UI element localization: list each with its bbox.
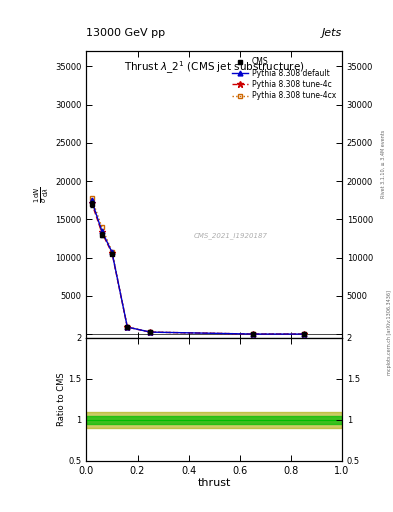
Pythia 8.308 tune-4c: [99, 229, 104, 236]
Pythia 8.308 tune-4cx: [301, 331, 306, 337]
Pythia 8.308 default: [125, 324, 130, 330]
Pythia 8.308 default: [301, 331, 306, 337]
Pythia 8.308 tune-4c: [110, 250, 114, 256]
Pythia 8.308 tune-4cx: [125, 324, 130, 330]
Pythia 8.308 default: [250, 331, 255, 337]
Bar: [86, 416, 342, 424]
Pythia 8.308 tune-4cx: [99, 224, 104, 230]
Pythia 8.308 tune-4c: [125, 324, 130, 330]
Pythia 8.308 tune-4cx: [89, 195, 94, 201]
Legend: CMS, Pythia 8.308 default, Pythia 8.308 tune-4c, Pythia 8.308 tune-4cx: CMS, Pythia 8.308 default, Pythia 8.308 …: [230, 55, 338, 102]
Pythia 8.308 default: [99, 228, 104, 234]
Text: Rivet 3.1.10, ≥ 3.4M events: Rivet 3.1.10, ≥ 3.4M events: [381, 130, 386, 198]
Pythia 8.308 tune-4c: [301, 331, 306, 337]
Pythia 8.308 tune-4cx: [250, 331, 255, 337]
Bar: [86, 412, 342, 428]
X-axis label: thrust: thrust: [198, 478, 231, 488]
Pythia 8.308 default: [148, 329, 152, 335]
Y-axis label: Ratio to CMS: Ratio to CMS: [57, 373, 66, 426]
Pythia 8.308 tune-4c: [148, 329, 152, 335]
Text: CMS_2021_I1920187: CMS_2021_I1920187: [194, 232, 268, 239]
Pythia 8.308 tune-4c: [250, 331, 255, 337]
Text: 13000 GeV pp: 13000 GeV pp: [86, 28, 165, 38]
Text: Thrust $\lambda\_2^1$ (CMS jet substructure): Thrust $\lambda\_2^1$ (CMS jet substruct…: [124, 60, 305, 76]
Line: Pythia 8.308 tune-4c: Pythia 8.308 tune-4c: [88, 200, 307, 337]
Pythia 8.308 tune-4cx: [110, 248, 114, 254]
Pythia 8.308 default: [89, 197, 94, 203]
Line: Pythia 8.308 default: Pythia 8.308 default: [89, 198, 306, 336]
Text: Jets: Jets: [321, 28, 342, 38]
Line: Pythia 8.308 tune-4cx: Pythia 8.308 tune-4cx: [89, 196, 306, 336]
Pythia 8.308 tune-4c: [89, 200, 94, 206]
Pythia 8.308 tune-4cx: [148, 329, 152, 335]
Pythia 8.308 default: [110, 249, 114, 255]
Y-axis label: $\frac{1}{\sigma}\frac{\mathrm{d}N}{\mathrm{d}\lambda}$: $\frac{1}{\sigma}\frac{\mathrm{d}N}{\mat…: [33, 186, 51, 203]
Text: mcplots.cern.ch [arXiv:1306.3436]: mcplots.cern.ch [arXiv:1306.3436]: [387, 290, 391, 375]
